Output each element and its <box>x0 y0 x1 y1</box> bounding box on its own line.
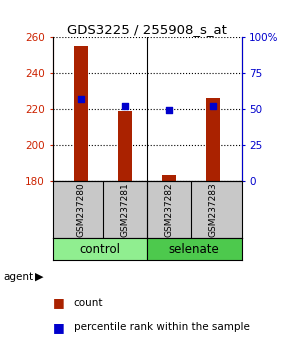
Bar <box>118 111 132 181</box>
Bar <box>147 238 242 260</box>
Text: ■: ■ <box>52 296 64 309</box>
Bar <box>162 175 176 181</box>
Point <box>123 103 128 109</box>
Text: GSM237280: GSM237280 <box>76 182 85 237</box>
Point <box>167 108 171 113</box>
Text: percentile rank within the sample: percentile rank within the sample <box>74 322 249 332</box>
Title: GDS3225 / 255908_s_at: GDS3225 / 255908_s_at <box>67 23 227 36</box>
Bar <box>52 238 147 260</box>
Bar <box>74 46 88 181</box>
Text: ■: ■ <box>52 321 64 334</box>
Text: control: control <box>79 242 120 256</box>
Text: GSM237281: GSM237281 <box>121 182 130 237</box>
Point <box>211 103 215 109</box>
Text: GSM237283: GSM237283 <box>208 182 217 237</box>
Bar <box>206 98 220 181</box>
Text: ▶: ▶ <box>34 272 43 282</box>
Text: agent: agent <box>3 272 33 282</box>
Text: GSM237282: GSM237282 <box>164 182 173 236</box>
Text: count: count <box>74 298 103 308</box>
Point <box>79 96 83 102</box>
Text: selenate: selenate <box>169 242 220 256</box>
